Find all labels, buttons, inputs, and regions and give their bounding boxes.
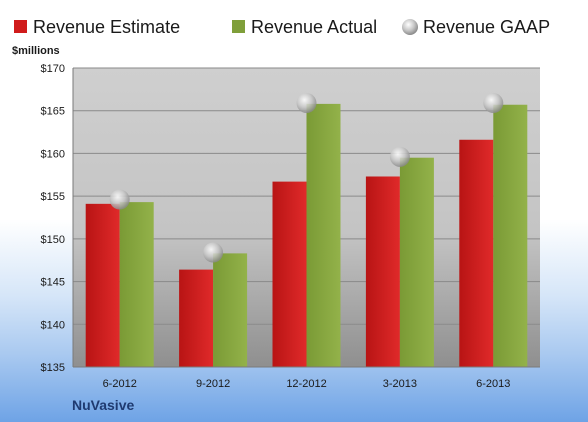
legend-label: Revenue Actual bbox=[251, 17, 377, 37]
plot-area: $170 $165 $160 $155 $150 $145 $140 $135 6-2012 9-… bbox=[41, 63, 540, 390]
marker-revenue-gaap bbox=[296, 93, 317, 114]
y-tick-label: $165 bbox=[41, 106, 65, 118]
bar-revenue-actual bbox=[213, 253, 248, 367]
marker-revenue-gaap bbox=[389, 146, 410, 167]
legend-item: Revenue Actual bbox=[232, 17, 377, 37]
x-tick-label: 3-2013 bbox=[383, 378, 417, 390]
y-tick-label: $135 bbox=[41, 362, 65, 374]
legend-item: Revenue GAAP bbox=[402, 17, 550, 37]
bar-revenue-estimate bbox=[459, 139, 494, 367]
legend-swatch bbox=[14, 20, 27, 33]
y-tick-label: $145 bbox=[41, 277, 65, 289]
y-tick-label: $170 bbox=[41, 63, 65, 75]
bar-revenue-actual bbox=[399, 157, 434, 367]
legend-item: Revenue Estimate bbox=[14, 17, 180, 37]
marker-revenue-gaap bbox=[109, 189, 130, 210]
y-tick-label: $155 bbox=[41, 191, 65, 203]
y-tick-label: $150 bbox=[41, 234, 65, 246]
legend-label: Revenue GAAP bbox=[423, 17, 550, 37]
bar-revenue-estimate bbox=[179, 269, 214, 367]
marker-revenue-gaap bbox=[203, 242, 224, 263]
bar-revenue-estimate bbox=[365, 176, 400, 367]
bar-revenue-actual bbox=[119, 202, 154, 367]
x-tick-label: 6-2013 bbox=[476, 378, 510, 390]
bar-revenue-actual bbox=[493, 104, 528, 367]
y-tick-label: $160 bbox=[41, 148, 65, 160]
legend: Revenue Estimate Revenue Actual Revenue GA… bbox=[14, 17, 550, 37]
y-axis-unit-label: $millions bbox=[12, 45, 60, 57]
bar-revenue-actual bbox=[306, 103, 341, 367]
legend-swatch bbox=[402, 19, 418, 35]
legend-swatch bbox=[232, 20, 245, 33]
legend-label: Revenue Estimate bbox=[33, 17, 180, 37]
bar-revenue-estimate bbox=[85, 203, 120, 367]
x-tick-label: 6-2012 bbox=[103, 378, 137, 390]
company-label: NuVasive bbox=[72, 397, 134, 413]
x-tick-label: 9-2012 bbox=[196, 378, 230, 390]
bar-revenue-estimate bbox=[272, 181, 307, 367]
y-tick-label: $140 bbox=[41, 319, 65, 331]
marker-revenue-gaap bbox=[483, 93, 504, 114]
x-tick-label: 12-2012 bbox=[286, 378, 326, 390]
